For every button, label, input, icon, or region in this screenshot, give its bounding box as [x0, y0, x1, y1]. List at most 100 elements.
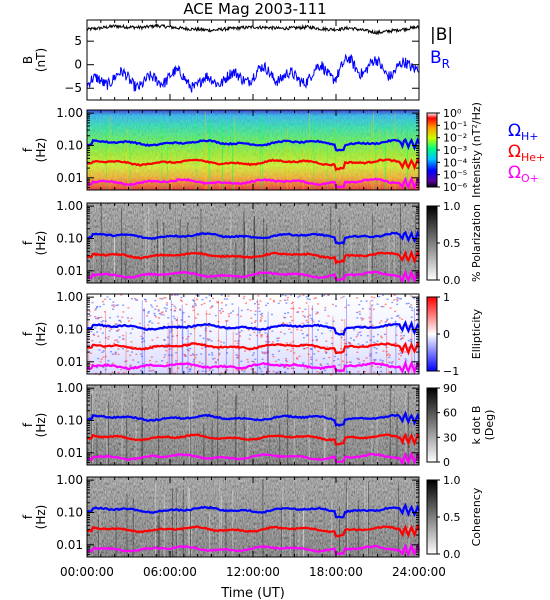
spectral-streak — [155, 482, 157, 557]
ellipticity-speckle — [342, 295, 345, 298]
ellipticity-speckle — [278, 350, 281, 352]
ellipticity-speckle — [276, 339, 279, 342]
ellipticity-speckle — [324, 306, 327, 309]
ellipticity-speckle — [283, 316, 286, 319]
ellipticity-speckle — [252, 361, 255, 363]
spectral-streak — [253, 241, 255, 283]
colorbar-label: Coherency — [470, 487, 483, 546]
ellipticity-speckle — [331, 342, 334, 345]
y-tick-label: 0.10 — [56, 231, 83, 245]
ellipticity-speckle — [239, 315, 242, 318]
ellipticity-speckle — [410, 316, 413, 318]
ellipticity-speckle — [115, 304, 118, 307]
spectral-streak — [298, 235, 300, 283]
ellipticity-speckle — [398, 317, 401, 319]
ellipticity-speckle — [395, 325, 398, 328]
ellipticity-speckle — [129, 354, 132, 357]
ellipticity-speckle — [197, 370, 200, 372]
spectral-streak — [236, 393, 238, 465]
ellipticity-speckle — [245, 302, 248, 304]
ellipticity-speckle — [266, 352, 269, 354]
spectral-streak — [163, 222, 165, 283]
ellipticity-speckle — [151, 348, 154, 350]
spectral-streak — [253, 216, 255, 283]
ellipticity-speckle — [396, 303, 399, 306]
ellipticity-speckle — [102, 300, 105, 303]
ellipticity-speckle — [360, 300, 363, 302]
ellipticity-speckle — [334, 305, 337, 307]
ellipticity-speckle — [226, 352, 229, 354]
ellipticity-speckle — [145, 300, 148, 303]
colorbar-tick-label: 0.0 — [443, 548, 461, 561]
ellipticity-speckle — [141, 338, 144, 340]
y-axis-label: (Hz) — [34, 231, 48, 256]
ellipticity-speckle — [211, 369, 214, 371]
ellipticity-speckle — [286, 323, 289, 325]
ellipticity-speckle — [113, 306, 116, 308]
spectral-streak — [244, 221, 246, 283]
ellipticity-speckle — [305, 302, 308, 304]
ellipticity-speckle — [208, 373, 211, 376]
ellipticity-speckle — [286, 299, 289, 301]
ellipticity-speckle — [89, 364, 92, 366]
ellipticity-speckle — [266, 368, 269, 370]
spectral-streak — [281, 503, 283, 557]
colorbar-tick-label: 30 — [443, 431, 457, 444]
ellipticity-speckle — [365, 341, 368, 343]
ellipticity-speckle — [129, 332, 132, 334]
spectral-streak — [334, 127, 336, 190]
ellipticity-speckle — [153, 312, 156, 315]
ellipticity-speckle — [289, 294, 292, 296]
ellipticity-speckle — [379, 359, 382, 361]
ellipticity-speckle — [117, 348, 120, 350]
ellipticity-speckle — [265, 304, 268, 307]
ellipticity-speckle — [127, 320, 130, 322]
ellipticity-speckle — [258, 330, 261, 332]
ellipticity-speckle — [410, 306, 413, 309]
legend-b-r: BR — [430, 48, 450, 71]
ellipticity-speckle — [155, 344, 158, 347]
spectral-streak — [230, 212, 232, 283]
colorbar — [426, 387, 438, 463]
spectral-streak — [238, 306, 240, 374]
colorbar-label: (Deg) — [483, 410, 496, 441]
ellipticity-speckle — [266, 369, 269, 371]
ellipticity-speckle — [281, 294, 284, 296]
h-plus-gyrofrequency-line — [86, 136, 421, 152]
ellipticity-speckle — [398, 297, 401, 300]
ellipticity-speckle — [343, 364, 346, 366]
ellipticity-speckle — [311, 319, 314, 321]
spectral-streak — [125, 233, 127, 283]
ellipticity-speckle — [337, 358, 340, 360]
ellipticity-speckle — [97, 335, 100, 337]
ellipticity-speckle — [139, 369, 142, 372]
ellipticity-speckle — [254, 372, 257, 374]
ellipticity-speckle — [117, 329, 120, 331]
ellipticity-speckle — [292, 340, 295, 343]
ellipticity-speckle — [313, 353, 316, 355]
ellipticity-speckle — [116, 315, 119, 318]
ellipticity-speckle — [107, 335, 110, 338]
y-axis-label: (nT) — [34, 48, 48, 72]
ellipticity-speckle — [259, 300, 262, 302]
colorbar — [426, 479, 438, 555]
ellipticity-speckle — [225, 304, 228, 306]
ellipticity-speckle — [147, 324, 150, 326]
spectral-streak — [107, 401, 109, 465]
ellipticity-speckle — [184, 355, 187, 357]
colorbar-label: % Polarization — [470, 204, 483, 282]
ellipticity-speckle — [289, 322, 292, 324]
ellipticity-speckle — [99, 360, 102, 363]
spectral-streak — [386, 326, 388, 374]
ellipticity-speckle — [111, 353, 114, 355]
ellipticity-speckle — [349, 337, 352, 339]
spectral-streak — [298, 512, 300, 557]
spectral-streak — [267, 311, 269, 374]
ellipticity-speckle — [230, 312, 233, 314]
ellipticity-speckle — [338, 364, 341, 366]
ellipticity-speckle — [387, 353, 390, 355]
ellipticity-speckle — [111, 371, 114, 374]
ellipticity-speckle — [369, 355, 372, 357]
spectral-streak — [393, 235, 395, 283]
ellipticity-speckle — [340, 336, 343, 339]
